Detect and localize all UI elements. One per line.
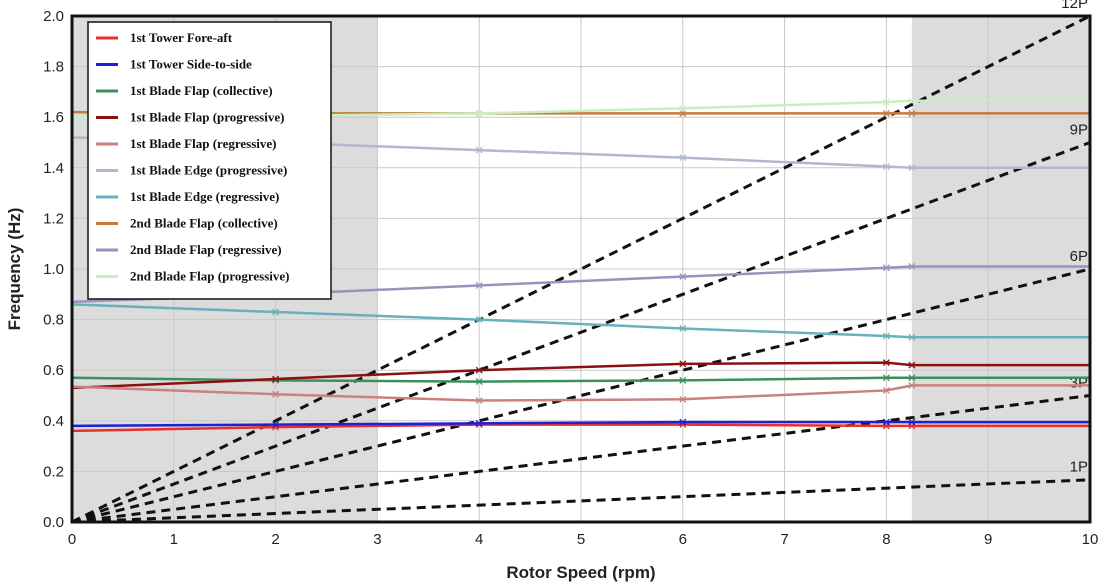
data-point bbox=[882, 374, 890, 382]
data-point bbox=[272, 375, 280, 383]
data-point bbox=[882, 163, 890, 170]
x-tick-label: 7 bbox=[780, 531, 788, 548]
data-point bbox=[679, 324, 687, 332]
legend-label: 1st Tower Fore-aft bbox=[130, 30, 233, 45]
x-tick-label: 5 bbox=[577, 531, 585, 548]
harmonic-label: 1P bbox=[1070, 459, 1088, 476]
data-point bbox=[272, 390, 280, 398]
harmonic-label: 12P bbox=[1061, 0, 1088, 12]
data-point bbox=[475, 397, 483, 405]
harmonic-line-6P bbox=[71, 267, 1091, 524]
y-tick-label: 1.0 bbox=[43, 261, 64, 278]
legend-box bbox=[87, 21, 332, 300]
x-tick-label: 0 bbox=[68, 531, 76, 548]
data-point bbox=[475, 109, 483, 117]
harmonic-label: 9P bbox=[1070, 122, 1088, 139]
legend-label: 1st Blade Flap (collective) bbox=[130, 83, 273, 98]
data-point bbox=[679, 395, 687, 403]
x-tick-label: 3 bbox=[373, 531, 381, 548]
data-point bbox=[679, 418, 687, 426]
data-point bbox=[679, 154, 687, 162]
y-tick-label: 1.4 bbox=[43, 160, 64, 177]
data-point bbox=[679, 376, 687, 384]
mode-series bbox=[71, 97, 1090, 433]
legend-label: 1st Blade Edge (regressive) bbox=[130, 189, 279, 204]
data-point bbox=[908, 381, 916, 389]
y-tick-label: 0.2 bbox=[43, 463, 64, 480]
data-point bbox=[475, 316, 483, 324]
data-point bbox=[908, 164, 916, 172]
y-tick-label: 0.6 bbox=[43, 362, 64, 379]
data-point bbox=[908, 418, 916, 426]
data-point bbox=[679, 109, 687, 117]
data-point bbox=[908, 109, 916, 117]
legend-label: 1st Blade Flap (progressive) bbox=[130, 110, 284, 125]
data-point bbox=[908, 263, 916, 270]
y-tick-label: 1.2 bbox=[43, 210, 64, 227]
data-point bbox=[882, 418, 890, 426]
legend-label: 1st Blade Flap (regressive) bbox=[130, 136, 276, 151]
legend-label: 1st Tower Side-to-side bbox=[130, 57, 252, 72]
x-tick-label: 9 bbox=[984, 531, 992, 548]
data-point bbox=[475, 146, 483, 154]
harmonic-line-3P bbox=[71, 394, 1091, 524]
data-point bbox=[272, 421, 280, 429]
data-point bbox=[908, 97, 916, 105]
harmonic-line-9P bbox=[71, 141, 1091, 524]
x-tick-label: 4 bbox=[475, 531, 483, 548]
data-point bbox=[475, 281, 483, 289]
x-tick-label: 8 bbox=[882, 531, 890, 548]
data-point bbox=[882, 98, 890, 106]
data-point bbox=[908, 374, 916, 382]
plot-border bbox=[70, 14, 1092, 524]
data-point bbox=[272, 308, 280, 316]
harmonic-label: 6P bbox=[1070, 248, 1088, 265]
legend-label: 2nd Blade Flap (progressive) bbox=[130, 269, 290, 284]
data-point bbox=[882, 264, 890, 272]
data-point bbox=[475, 366, 483, 374]
data-point bbox=[882, 386, 890, 394]
y-tick-label: 0.0 bbox=[43, 514, 64, 531]
y-tick-label: 0.4 bbox=[43, 413, 64, 430]
data-point bbox=[882, 359, 890, 367]
data-point bbox=[475, 378, 483, 386]
data-point bbox=[882, 332, 890, 340]
legend-label: 2nd Blade Flap (regressive) bbox=[130, 242, 282, 257]
x-tick-label: 1 bbox=[170, 531, 178, 548]
data-point bbox=[475, 419, 483, 427]
y-tick-label: 0.8 bbox=[43, 312, 64, 329]
y-tick-label: 1.8 bbox=[43, 59, 64, 76]
data-point bbox=[679, 360, 687, 368]
legend: 1st Tower Fore-aft 1st Tower Side-to-side… bbox=[87, 21, 332, 300]
y-axis-title: Frequency (Hz) bbox=[5, 208, 24, 331]
x-tick-label: 2 bbox=[271, 531, 279, 548]
y-tick-label: 1.6 bbox=[43, 109, 64, 126]
data-point bbox=[908, 333, 916, 341]
data-point bbox=[679, 104, 687, 112]
legend-label: 1st Blade Edge (progressive) bbox=[130, 163, 287, 178]
axes: 0 1 2 3 4 5 6 7 8 9 10 0.0 0.2 0.4 0.6 0.8 1.0 1.2 1.4 1.6 1… bbox=[43, 8, 1098, 548]
legend-label: 2nd Blade Flap (collective) bbox=[130, 216, 278, 231]
x-axis-title: Rotor Speed (rpm) bbox=[506, 563, 655, 582]
harmonic-line-1P bbox=[71, 478, 1091, 524]
data-point bbox=[679, 273, 687, 281]
data-point bbox=[882, 109, 890, 117]
x-tick-label: 6 bbox=[679, 531, 687, 548]
data-point bbox=[908, 361, 916, 369]
y-tick-label: 2.0 bbox=[43, 8, 64, 25]
x-tick-label: 10 bbox=[1082, 531, 1099, 548]
